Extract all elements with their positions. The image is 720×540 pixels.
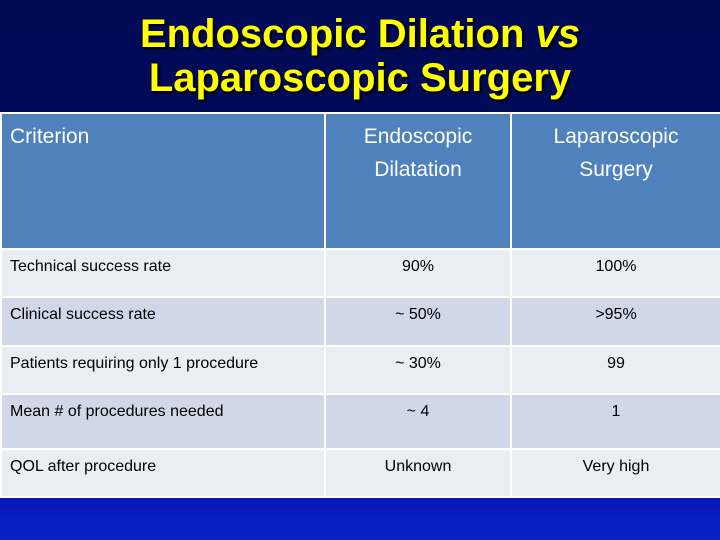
slide-title: Endoscopic Dilation vs Laparoscopic Surg… — [0, 0, 720, 112]
table-row: Clinical success rate ~ 50% >95% — [0, 296, 720, 347]
header-endoscopic-line-1: Endoscopic — [363, 125, 473, 148]
table-row: Mean # of procedures needed ~ 4 1 — [0, 393, 720, 450]
header-laparoscopic-line-1: Laparoscopic — [553, 125, 679, 148]
table-row: Technical success rate 90% 100% — [0, 248, 720, 298]
cell-laparoscopic: 100% — [510, 248, 720, 298]
table-header-row: Criterion Endoscopic Dilatation Laparosco… — [0, 112, 720, 250]
cell-endoscopic: ~ 4 — [324, 393, 512, 450]
slide-title-line-1: Endoscopic Dilation vs — [140, 12, 580, 56]
table-row: Patients requiring only 1 procedure ~ 30… — [0, 345, 720, 395]
cell-criterion: Clinical success rate — [0, 296, 326, 347]
cell-endoscopic: ~ 50% — [324, 296, 512, 347]
header-criterion: Criterion — [0, 112, 326, 250]
cell-laparoscopic: Very high — [510, 448, 720, 498]
cell-endoscopic: 90% — [324, 248, 512, 298]
cell-criterion: Mean # of procedures needed — [0, 393, 326, 450]
cell-criterion: Technical success rate — [0, 248, 326, 298]
cell-laparoscopic: 99 — [510, 345, 720, 395]
header-laparoscopic: Laparoscopic Surgery — [510, 112, 720, 250]
slide-title-vs: vs — [535, 12, 581, 56]
comparison-table: Criterion Endoscopic Dilatation Laparosco… — [0, 112, 720, 498]
cell-criterion: QOL after procedure — [0, 448, 326, 498]
header-endoscopic: Endoscopic Dilatation — [324, 112, 512, 250]
slide-title-line-2: Laparoscopic Surgery — [148, 56, 572, 100]
cell-endoscopic: ~ 30% — [324, 345, 512, 395]
slide-title-main: Endoscopic Dilation — [139, 12, 525, 56]
cell-laparoscopic: >95% — [510, 296, 720, 347]
header-laparoscopic-line-2: Surgery — [579, 158, 653, 181]
table-row: QOL after procedure Unknown Very high — [0, 448, 720, 498]
header-endoscopic-line-2: Dilatation — [374, 158, 462, 181]
cell-endoscopic: Unknown — [324, 448, 512, 498]
cell-criterion: Patients requiring only 1 procedure — [0, 345, 326, 395]
cell-laparoscopic: 1 — [510, 393, 720, 450]
